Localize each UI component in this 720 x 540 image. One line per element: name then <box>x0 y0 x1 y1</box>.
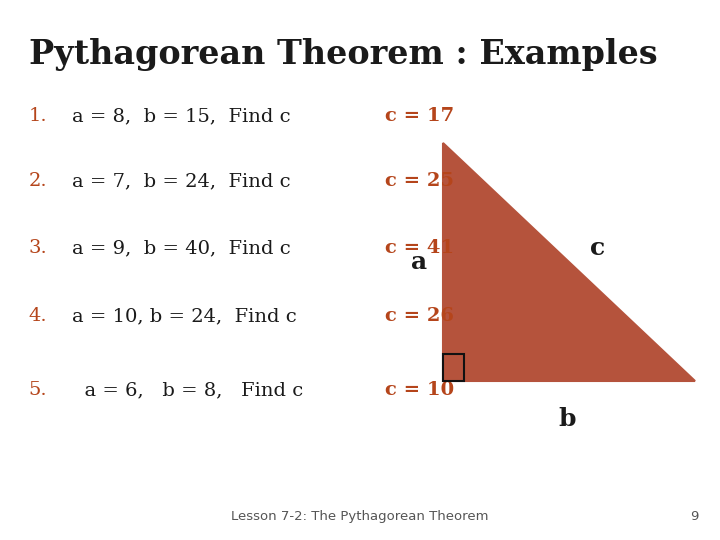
Text: c: c <box>590 237 606 260</box>
Text: c = 10: c = 10 <box>385 381 454 399</box>
Text: 9: 9 <box>690 510 698 523</box>
Text: 2.: 2. <box>29 172 48 190</box>
Polygon shape <box>443 143 695 381</box>
Text: c = 41: c = 41 <box>385 239 454 258</box>
Text: a = 6,   b = 8,   Find c: a = 6, b = 8, Find c <box>72 381 303 399</box>
Text: 5.: 5. <box>29 381 48 399</box>
Text: b: b <box>559 407 576 430</box>
Text: 1.: 1. <box>29 107 48 125</box>
Text: 3.: 3. <box>29 239 48 258</box>
Text: a = 9,  b = 40,  Find c: a = 9, b = 40, Find c <box>72 239 291 258</box>
Text: a = 8,  b = 15,  Find c: a = 8, b = 15, Find c <box>72 107 291 125</box>
Text: c = 26: c = 26 <box>385 307 454 325</box>
Bar <box>443 354 464 381</box>
Text: a = 10, b = 24,  Find c: a = 10, b = 24, Find c <box>72 307 297 325</box>
Text: a: a <box>411 250 427 274</box>
Text: c = 17: c = 17 <box>385 107 454 125</box>
Text: Pythagorean Theorem : Examples: Pythagorean Theorem : Examples <box>29 38 657 71</box>
Text: c = 25: c = 25 <box>385 172 454 190</box>
Text: Lesson 7-2: The Pythagorean Theorem: Lesson 7-2: The Pythagorean Theorem <box>231 510 489 523</box>
Text: 4.: 4. <box>29 307 48 325</box>
Text: a = 7,  b = 24,  Find c: a = 7, b = 24, Find c <box>72 172 291 190</box>
